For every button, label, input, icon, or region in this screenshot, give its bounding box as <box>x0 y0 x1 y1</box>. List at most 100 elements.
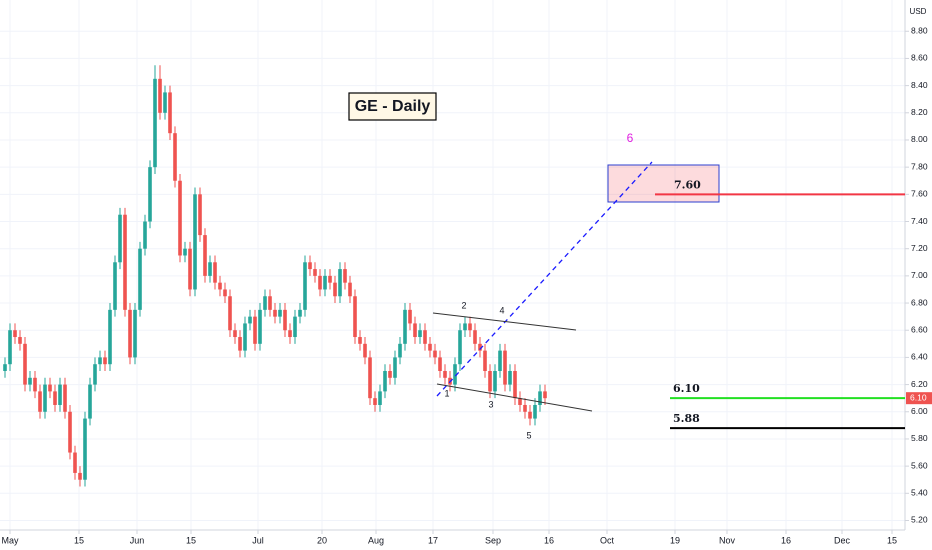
candle-body <box>398 343 402 358</box>
candle-body <box>118 214 122 263</box>
candle-body <box>498 350 502 371</box>
candle-body <box>373 398 377 405</box>
candle-body <box>468 323 472 331</box>
x-tick-label: Dec <box>834 535 851 545</box>
candle-body <box>168 92 172 134</box>
y-tick-label: 8.20 <box>911 107 928 117</box>
candle-body <box>263 296 267 310</box>
candle-body <box>483 350 487 371</box>
candle-body <box>93 364 97 385</box>
candle-body <box>383 371 387 392</box>
y-tick-label: 6.00 <box>911 406 928 416</box>
level-label: 6.10 <box>673 382 700 395</box>
candle-body <box>173 133 177 181</box>
x-tick-label: May <box>1 535 19 545</box>
y-tick-label: 5.80 <box>911 433 928 443</box>
candle-body <box>368 357 372 399</box>
candle-body <box>138 248 142 310</box>
x-tick-label: Oct <box>600 535 615 545</box>
candle-body <box>493 371 497 392</box>
candle-body <box>543 391 547 399</box>
candle-body <box>278 309 282 317</box>
candle-body <box>43 384 47 412</box>
candle-body <box>488 371 492 392</box>
candle-body <box>8 330 12 365</box>
candle-body <box>313 269 317 276</box>
candle-body <box>318 275 322 290</box>
candle-body <box>88 384 92 419</box>
wave-label: 6 <box>627 131 634 145</box>
candle-body <box>23 343 27 385</box>
x-tick-label: Jul <box>252 535 264 545</box>
y-tick-label: 7.80 <box>911 161 928 171</box>
candle-body <box>83 418 87 480</box>
x-tick-label: 15 <box>887 535 897 545</box>
candle-body <box>538 391 542 405</box>
candle-body <box>478 343 482 351</box>
x-tick-label: 16 <box>781 535 791 545</box>
candle-body <box>423 330 427 344</box>
candle-body <box>223 289 227 297</box>
candle-body <box>323 275 327 290</box>
candle-body <box>393 357 397 378</box>
candle-body <box>328 275 332 283</box>
candle-body <box>153 78 157 168</box>
candle-body <box>58 384 62 405</box>
y-tick-label: 6.20 <box>911 379 928 389</box>
x-tick-label: 17 <box>428 535 438 545</box>
candle-body <box>463 323 467 331</box>
candle-body <box>178 180 182 256</box>
candle-body <box>193 194 197 290</box>
candle-body <box>33 377 37 392</box>
candle-body <box>103 357 107 365</box>
candle-body <box>338 269 342 297</box>
y-tick-label: 8.60 <box>911 53 928 63</box>
candle-body <box>358 337 362 344</box>
candle-body <box>148 167 152 222</box>
candle-body <box>298 309 302 317</box>
level-label: 7.60 <box>674 178 701 191</box>
candle-body <box>273 309 277 317</box>
candle-body <box>403 309 407 344</box>
candle-body <box>98 357 102 365</box>
wave-label: 2 <box>461 300 466 310</box>
x-tick-label: 15 <box>186 535 196 545</box>
candle-body <box>363 343 367 358</box>
candle-body <box>513 371 517 399</box>
candle-body <box>238 337 242 351</box>
candle-body <box>133 309 137 358</box>
y-tick-label: 6.40 <box>911 352 928 362</box>
candle-body <box>413 323 417 338</box>
candle-body <box>113 262 117 310</box>
x-tick-label: Nov <box>719 535 736 545</box>
last-price-tag <box>906 392 932 405</box>
candle-body <box>503 350 507 385</box>
candle-body <box>53 391 57 405</box>
candle-body <box>333 282 337 297</box>
candle-body <box>248 316 252 324</box>
candle-body <box>308 262 312 270</box>
wave-label: 1 <box>444 388 449 398</box>
title-box <box>348 92 437 121</box>
candle-body <box>243 323 247 351</box>
x-tick-label: 19 <box>670 535 680 545</box>
x-tick-label: Sep <box>485 535 501 545</box>
candle-body <box>13 330 17 338</box>
candle-body <box>128 309 132 358</box>
y-tick-label: 8.00 <box>911 134 928 144</box>
y-tick-label: 8.40 <box>911 80 928 90</box>
x-tick-label: Jun <box>130 535 145 545</box>
projection-line <box>436 161 653 397</box>
candle-body <box>123 214 127 310</box>
x-tick-label: 20 <box>317 535 327 545</box>
candle-body <box>428 343 432 351</box>
candle-body <box>198 194 202 236</box>
y-tick-label: 8.80 <box>911 26 928 36</box>
candle-body <box>158 78 162 113</box>
candle-body <box>303 262 307 310</box>
candle-body <box>258 309 262 344</box>
y-tick-label: 7.60 <box>911 189 928 199</box>
candle-body <box>18 337 22 344</box>
y-tick-label: 7.20 <box>911 243 928 253</box>
candle-body <box>28 377 32 385</box>
